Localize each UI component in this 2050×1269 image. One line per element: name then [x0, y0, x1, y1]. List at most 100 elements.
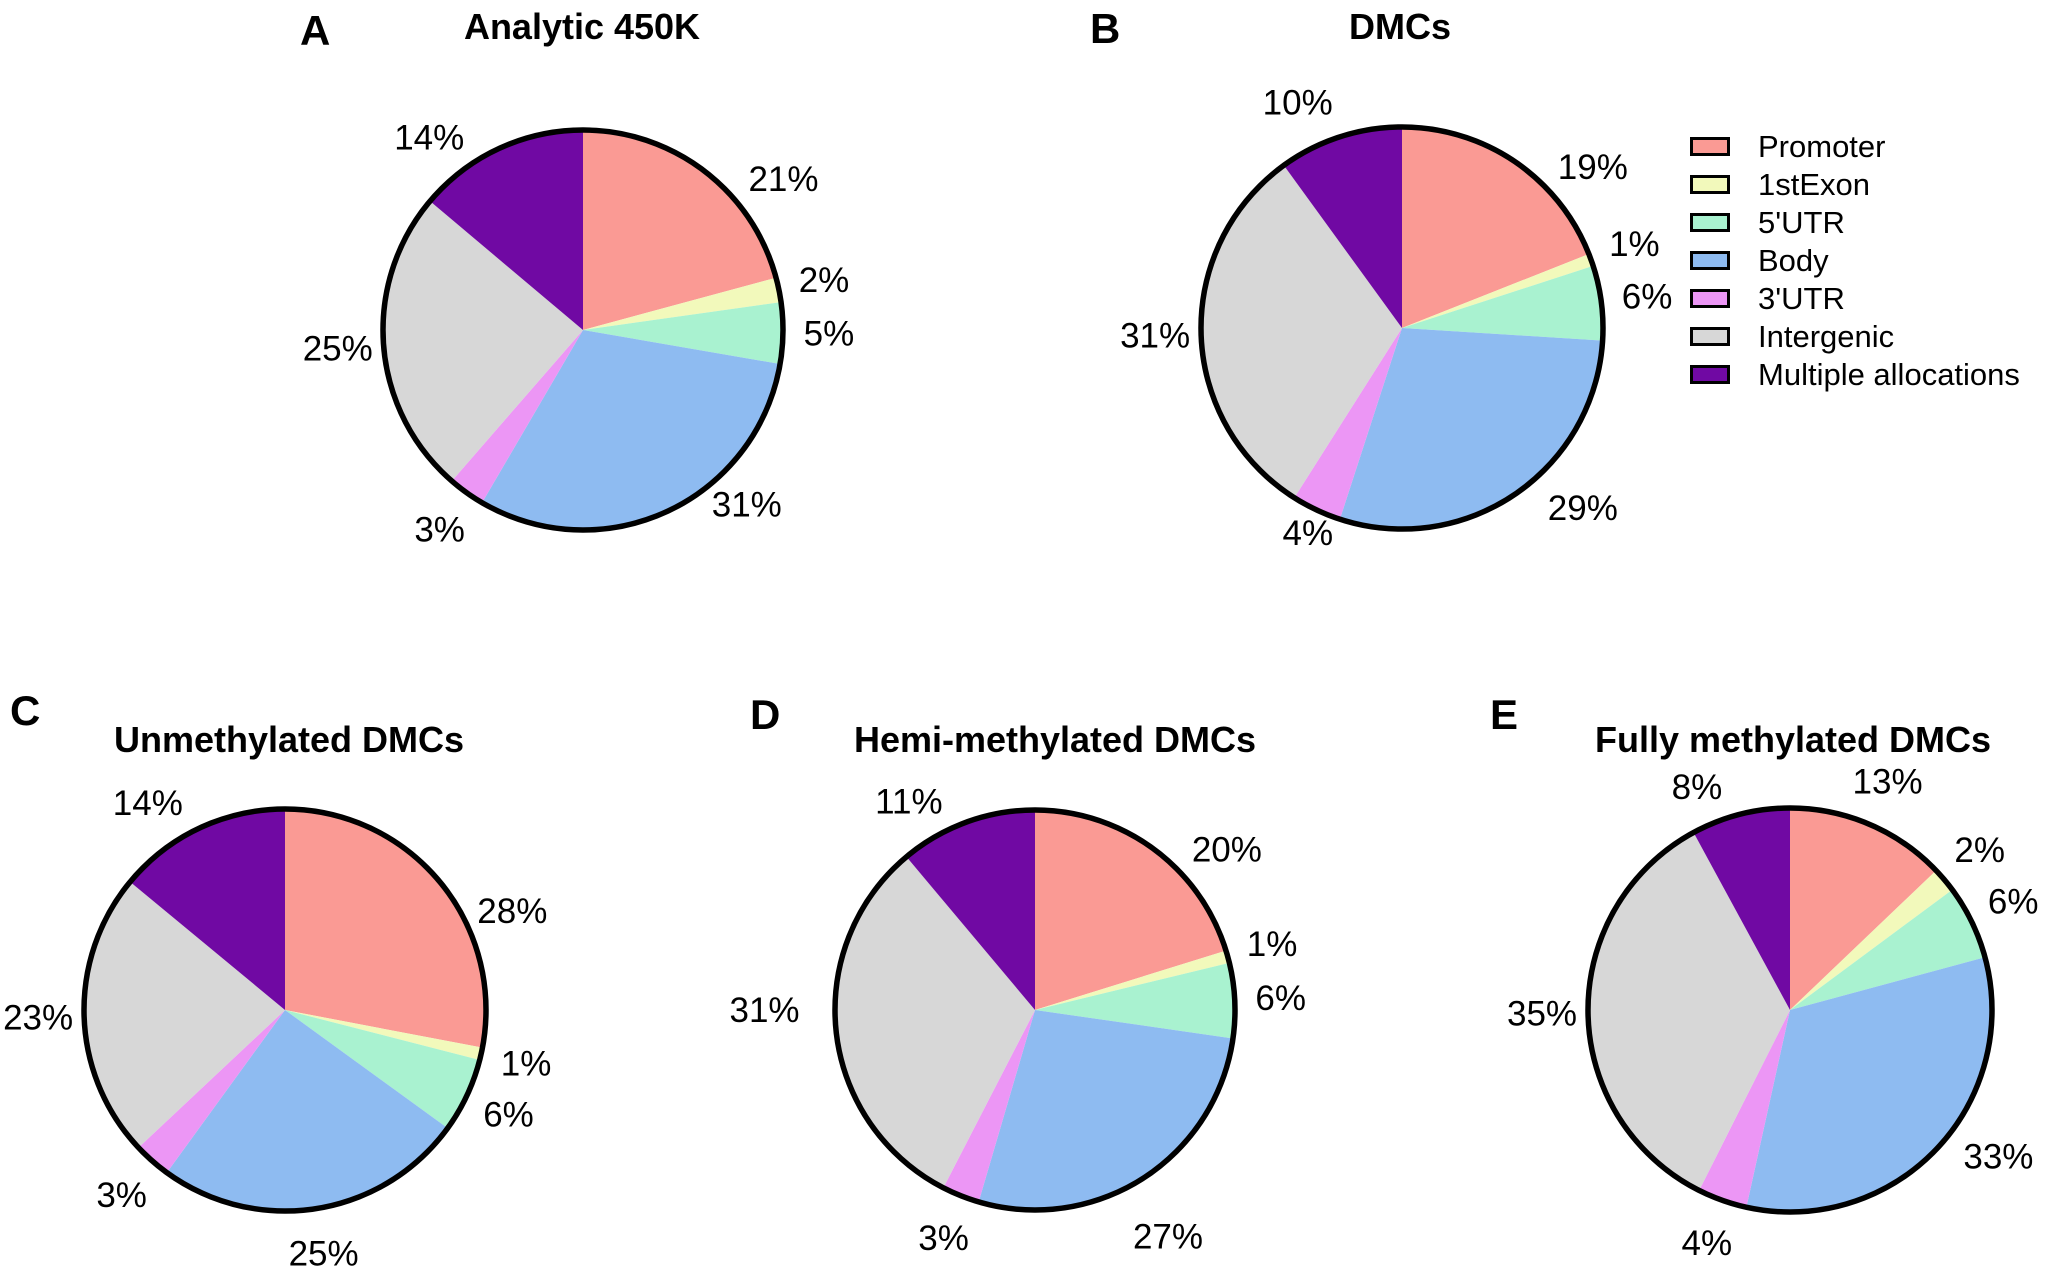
legend-item-body: Body: [1690, 241, 2020, 279]
legend-label-promoter: Promoter: [1758, 128, 1886, 164]
pie-slice-5-utr: [1790, 889, 1985, 1010]
pie-chart-d: 20% 1% 6% 27% 3% 31% 11%: [729, 782, 1306, 1258]
pie-slice-multiple-allocations: [130, 809, 285, 1010]
legend-item-3utr: 3'UTR: [1690, 279, 2020, 317]
pie-slice-promoter: [1402, 127, 1589, 328]
pie-label-5-utr: 6%: [483, 1096, 534, 1135]
pie-slice-multiple-allocations: [1693, 808, 1790, 1010]
pie-label-multiple-allocations: 11%: [875, 782, 942, 821]
pie-label-body: 33%: [1963, 1138, 2033, 1177]
legend-label-5utr: 5'UTR: [1758, 204, 1845, 240]
legend-item-multiple-allocations: Multiple allocations: [1690, 355, 2020, 393]
pie-slice-1stexon: [1790, 870, 1953, 1010]
pie-label-5-utr: 6%: [1988, 882, 2039, 921]
panel-letter-a: A: [300, 7, 331, 54]
pie-slice-intergenic: [84, 881, 285, 1148]
pie-slice-1stexon: [1035, 950, 1230, 1010]
pie-slice-1stexon: [1402, 254, 1594, 328]
legend-swatch-1stexon: [1690, 174, 1730, 194]
panel-letter-c: C: [10, 687, 41, 734]
legend-item-intergenic: Intergenic: [1690, 317, 2020, 355]
pie-slice-3-utr: [138, 1010, 285, 1173]
legend: Promoter 1stExon 5'UTR Body 3'UTR Interg…: [1690, 127, 2020, 393]
pie-slice-promoter: [1790, 808, 1937, 1010]
pie-slice-3-utr: [1699, 1010, 1790, 1208]
legend-label-body: Body: [1758, 242, 1829, 278]
pie-label-intergenic: 31%: [729, 991, 799, 1030]
pie-slice-3-utr: [943, 1010, 1035, 1202]
pie-chart-c: 28% 1% 6% 25% 3% 23% 14%: [3, 784, 551, 1269]
pie-label-5-utr: 6%: [1255, 979, 1306, 1018]
legend-label-3utr: 3'UTR: [1758, 280, 1845, 316]
pie-slice-body: [1746, 957, 1993, 1213]
pie-slice-intergenic: [1201, 165, 1402, 498]
pie-chart-b: 19% 1% 6% 29% 4% 31% 10%: [1120, 84, 1672, 553]
legend-item-5utr: 5'UTR: [1690, 203, 2020, 241]
pie-label-multiple-allocations: 14%: [394, 118, 464, 157]
pie-slice-3-utr: [1294, 328, 1402, 520]
pie-label-body: 29%: [1548, 489, 1618, 528]
panel-title-d: Hemi-methylated DMCs: [853, 719, 1257, 760]
panel-letter-b: B: [1090, 5, 1121, 52]
pie-slice-3-utr: [451, 330, 583, 503]
pie-slice-intergenic: [1587, 832, 1790, 1191]
pie-chart-a: 21% 2% 5% 31% 3% 25% 14%: [303, 118, 855, 549]
pie-slice-promoter: [583, 130, 777, 330]
pie-label-3-utr: 4%: [1283, 514, 1334, 553]
pie-slice-body: [482, 330, 781, 530]
pie-label-1stexon: 2%: [1954, 831, 2005, 870]
pie-label-3-utr: 4%: [1681, 1224, 1732, 1263]
pie-label-body: 27%: [1133, 1217, 1203, 1256]
pie-label-promoter: 28%: [477, 892, 547, 931]
pie-label-body: 25%: [289, 1234, 359, 1269]
pie-slice-multiple-allocations: [906, 810, 1035, 1010]
pie-label-1stexon: 1%: [1247, 925, 1298, 964]
pie-outline: [380, 127, 786, 533]
panel-letter-e: E: [1490, 691, 1519, 738]
pie-label-intergenic: 23%: [3, 998, 73, 1037]
pie-label-promoter: 13%: [1853, 763, 1923, 802]
pie-slice-promoter: [285, 809, 487, 1048]
pie-label-promoter: 19%: [1558, 148, 1628, 187]
pie-slice-promoter: [1035, 810, 1226, 1010]
pie-slice-intergenic: [382, 201, 583, 481]
pie-label-intergenic: 25%: [303, 330, 373, 369]
legend-label-multiple-allocations: Multiple allocations: [1758, 356, 2020, 392]
legend-swatch-multiple-allocations: [1690, 364, 1730, 384]
legend-swatch-5utr: [1690, 212, 1730, 232]
pie-label-multiple-allocations: 10%: [1263, 84, 1333, 123]
pie-label-3-utr: 3%: [414, 510, 465, 549]
pie-slice-body: [1339, 328, 1603, 529]
pie-label-promoter: 20%: [1192, 830, 1262, 869]
pie-slice-multiple-allocations: [1283, 127, 1402, 328]
pie-slice-5-utr: [1402, 265, 1603, 341]
pie-slice-5-utr: [1035, 962, 1235, 1039]
pie-label-promoter: 21%: [748, 160, 818, 199]
pie-label-multiple-allocations: 8%: [1672, 768, 1723, 807]
legend-swatch-promoter: [1690, 136, 1730, 156]
pie-slice-5-utr: [583, 302, 783, 365]
legend-item-promoter: Promoter: [1690, 127, 2020, 165]
pie-outline: [1585, 805, 1995, 1215]
panel-letter-d: D: [750, 691, 781, 738]
panel-title-a: Analytic 450K: [463, 6, 701, 47]
pie-label-body: 31%: [712, 486, 782, 525]
pie-label-1stexon: 1%: [501, 1044, 552, 1083]
pie-outline: [81, 806, 489, 1214]
legend-swatch-3utr: [1690, 288, 1730, 308]
pie-label-5-utr: 5%: [804, 314, 855, 353]
pie-slice-5-utr: [285, 1010, 480, 1129]
pie-slice-body: [166, 1010, 448, 1211]
pie-label-intergenic: 31%: [1120, 316, 1190, 355]
pie-slice-intergenic: [835, 856, 1035, 1188]
pie-chart-e: 13% 2% 6% 33% 4% 35% 8%: [1507, 763, 2038, 1264]
pie-label-1stexon: 1%: [1609, 225, 1660, 264]
pie-slice-1stexon: [285, 1010, 483, 1060]
pie-slice-1stexon: [583, 277, 782, 330]
pie-label-3-utr: 3%: [96, 1176, 147, 1215]
legend-swatch-intergenic: [1690, 326, 1730, 346]
pie-label-3-utr: 3%: [918, 1219, 969, 1258]
panel-title-e: Fully methylated DMCs: [1594, 719, 1992, 760]
